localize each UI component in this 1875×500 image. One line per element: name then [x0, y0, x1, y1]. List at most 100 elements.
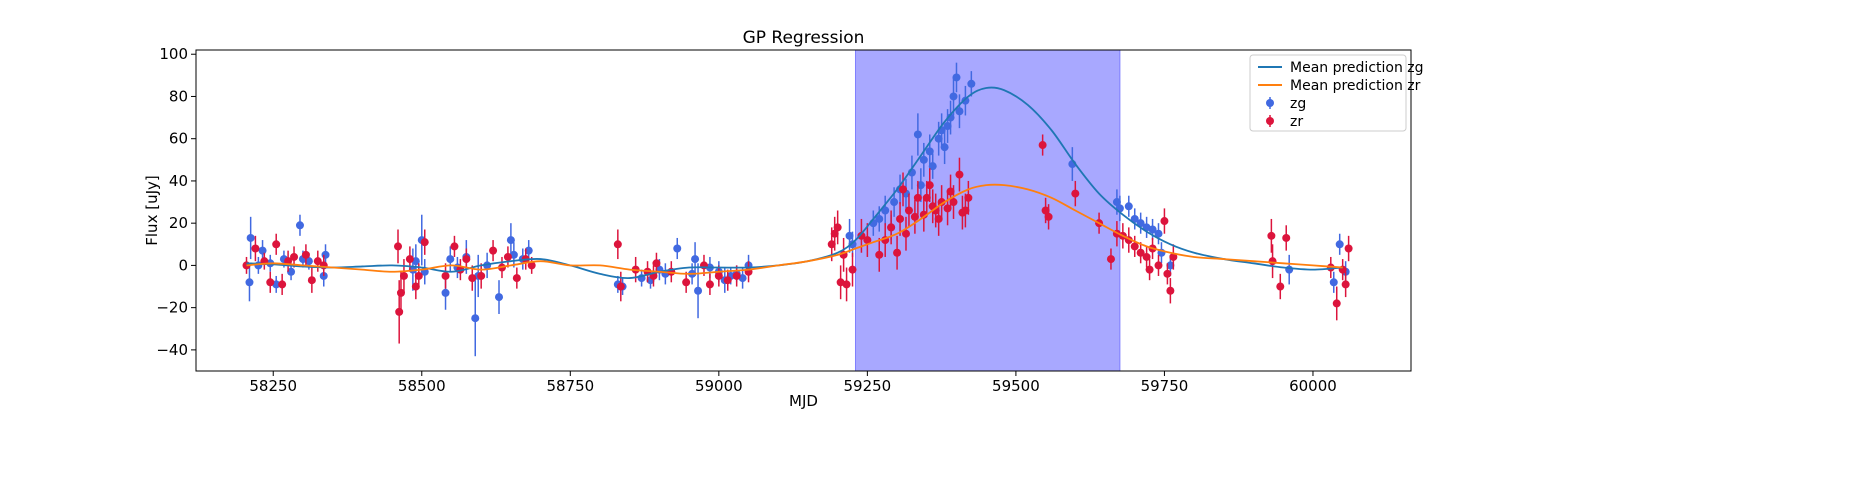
zr-point [414, 271, 423, 280]
zg-point [258, 246, 267, 255]
zr-point [1166, 286, 1175, 295]
zr-point [477, 271, 486, 280]
series-zr [242, 134, 1353, 344]
zr-point [827, 240, 836, 249]
legend: Mean prediction zg Mean prediction zr zg… [1249, 54, 1424, 132]
zg-point [1285, 265, 1294, 274]
zr-point [899, 185, 908, 194]
zg-point [304, 257, 313, 266]
zr-point [833, 223, 842, 232]
axes-frame [195, 49, 1412, 372]
zr-point [1106, 255, 1115, 264]
zg-point [919, 155, 928, 164]
zr-point [1071, 189, 1080, 198]
zr-point [1160, 217, 1169, 226]
x-tick-label: 59000 [695, 377, 743, 395]
zr-point [1282, 233, 1291, 242]
zr-point [919, 210, 928, 219]
zr-point [949, 198, 958, 207]
zr-point [313, 257, 322, 266]
y-tick-label: 60 [169, 130, 188, 148]
zg-point [524, 246, 533, 255]
zr-point [931, 206, 940, 215]
zr-point [405, 255, 414, 264]
y-axis-label: Flux [uJy] [143, 175, 161, 245]
zg-point [955, 107, 964, 116]
y-tick-label: 40 [169, 172, 188, 190]
zg-point [673, 244, 682, 253]
zr-point [1145, 265, 1154, 274]
series-line-Mean prediction zr [246, 183, 1343, 275]
zr-point [251, 244, 260, 253]
zg-point [321, 250, 330, 259]
zr-point [512, 274, 521, 283]
zr-point [714, 271, 723, 280]
zr-point [964, 193, 973, 202]
zg-point [913, 130, 922, 139]
zr-point [420, 238, 429, 247]
zr-point [830, 229, 839, 238]
zr-point [922, 193, 931, 202]
zr-point [937, 198, 946, 207]
zr-point [301, 250, 310, 259]
zg-point [446, 255, 455, 264]
zr-point [266, 278, 275, 287]
zr-point [395, 307, 404, 316]
zr-point [399, 271, 408, 280]
data-marks [242, 62, 1353, 357]
zr-point [272, 240, 281, 249]
zg-point [1154, 229, 1163, 238]
zr-point [394, 242, 403, 251]
zg-point [1130, 214, 1139, 223]
zr-point [925, 181, 934, 190]
zr-point [527, 261, 536, 270]
y-axis: −40 −20 0 20 40 60 80 100 [156, 45, 196, 359]
zr-point [468, 274, 477, 283]
zr-point [450, 242, 459, 251]
legend-box [1249, 54, 1407, 132]
zr-point [616, 282, 625, 291]
zr-point [1041, 206, 1050, 215]
zr-point [887, 223, 896, 232]
zr-point [1136, 248, 1145, 257]
zg-point [246, 233, 255, 242]
zg-point [1124, 202, 1133, 211]
zg-point [916, 181, 925, 190]
zg-point [1112, 198, 1121, 207]
legend-marker [1266, 117, 1274, 125]
x-axis-label: MJD [789, 392, 818, 410]
legend-swatch-zg [1266, 97, 1274, 109]
zr-point [503, 252, 512, 261]
zr-point [278, 280, 287, 289]
zr-point [290, 252, 299, 261]
y-tick-label: 0 [178, 256, 188, 274]
zr-point [1044, 212, 1053, 221]
zg-point [691, 255, 700, 264]
zr-point [896, 214, 905, 223]
zg-point [441, 288, 450, 297]
zr-point [396, 288, 405, 297]
zr-point [1163, 269, 1172, 278]
zg-point [495, 293, 504, 302]
plot-area [195, 49, 1412, 372]
zr-point [723, 276, 732, 285]
zr-point [613, 240, 622, 249]
zr-point [489, 246, 498, 255]
zg-point [890, 198, 899, 207]
zr-point [904, 206, 913, 215]
zr-point [411, 282, 420, 291]
legend-label-mean-zr: Mean prediction zr [1290, 78, 1421, 94]
zr-point [682, 278, 691, 287]
zg-point [1329, 278, 1338, 287]
zg-point [967, 79, 976, 88]
zg-point [881, 206, 890, 215]
zg-point [694, 286, 703, 295]
zg-point [952, 73, 961, 82]
zr-point [307, 276, 316, 285]
x-axis: 58250 58500 58750 59000 59250 59500 59750 60000 [249, 371, 1337, 395]
zr-point [842, 280, 851, 289]
series-line-Mean prediction zg [246, 86, 1343, 279]
zg-point [287, 267, 296, 276]
zr-point [1169, 252, 1178, 261]
